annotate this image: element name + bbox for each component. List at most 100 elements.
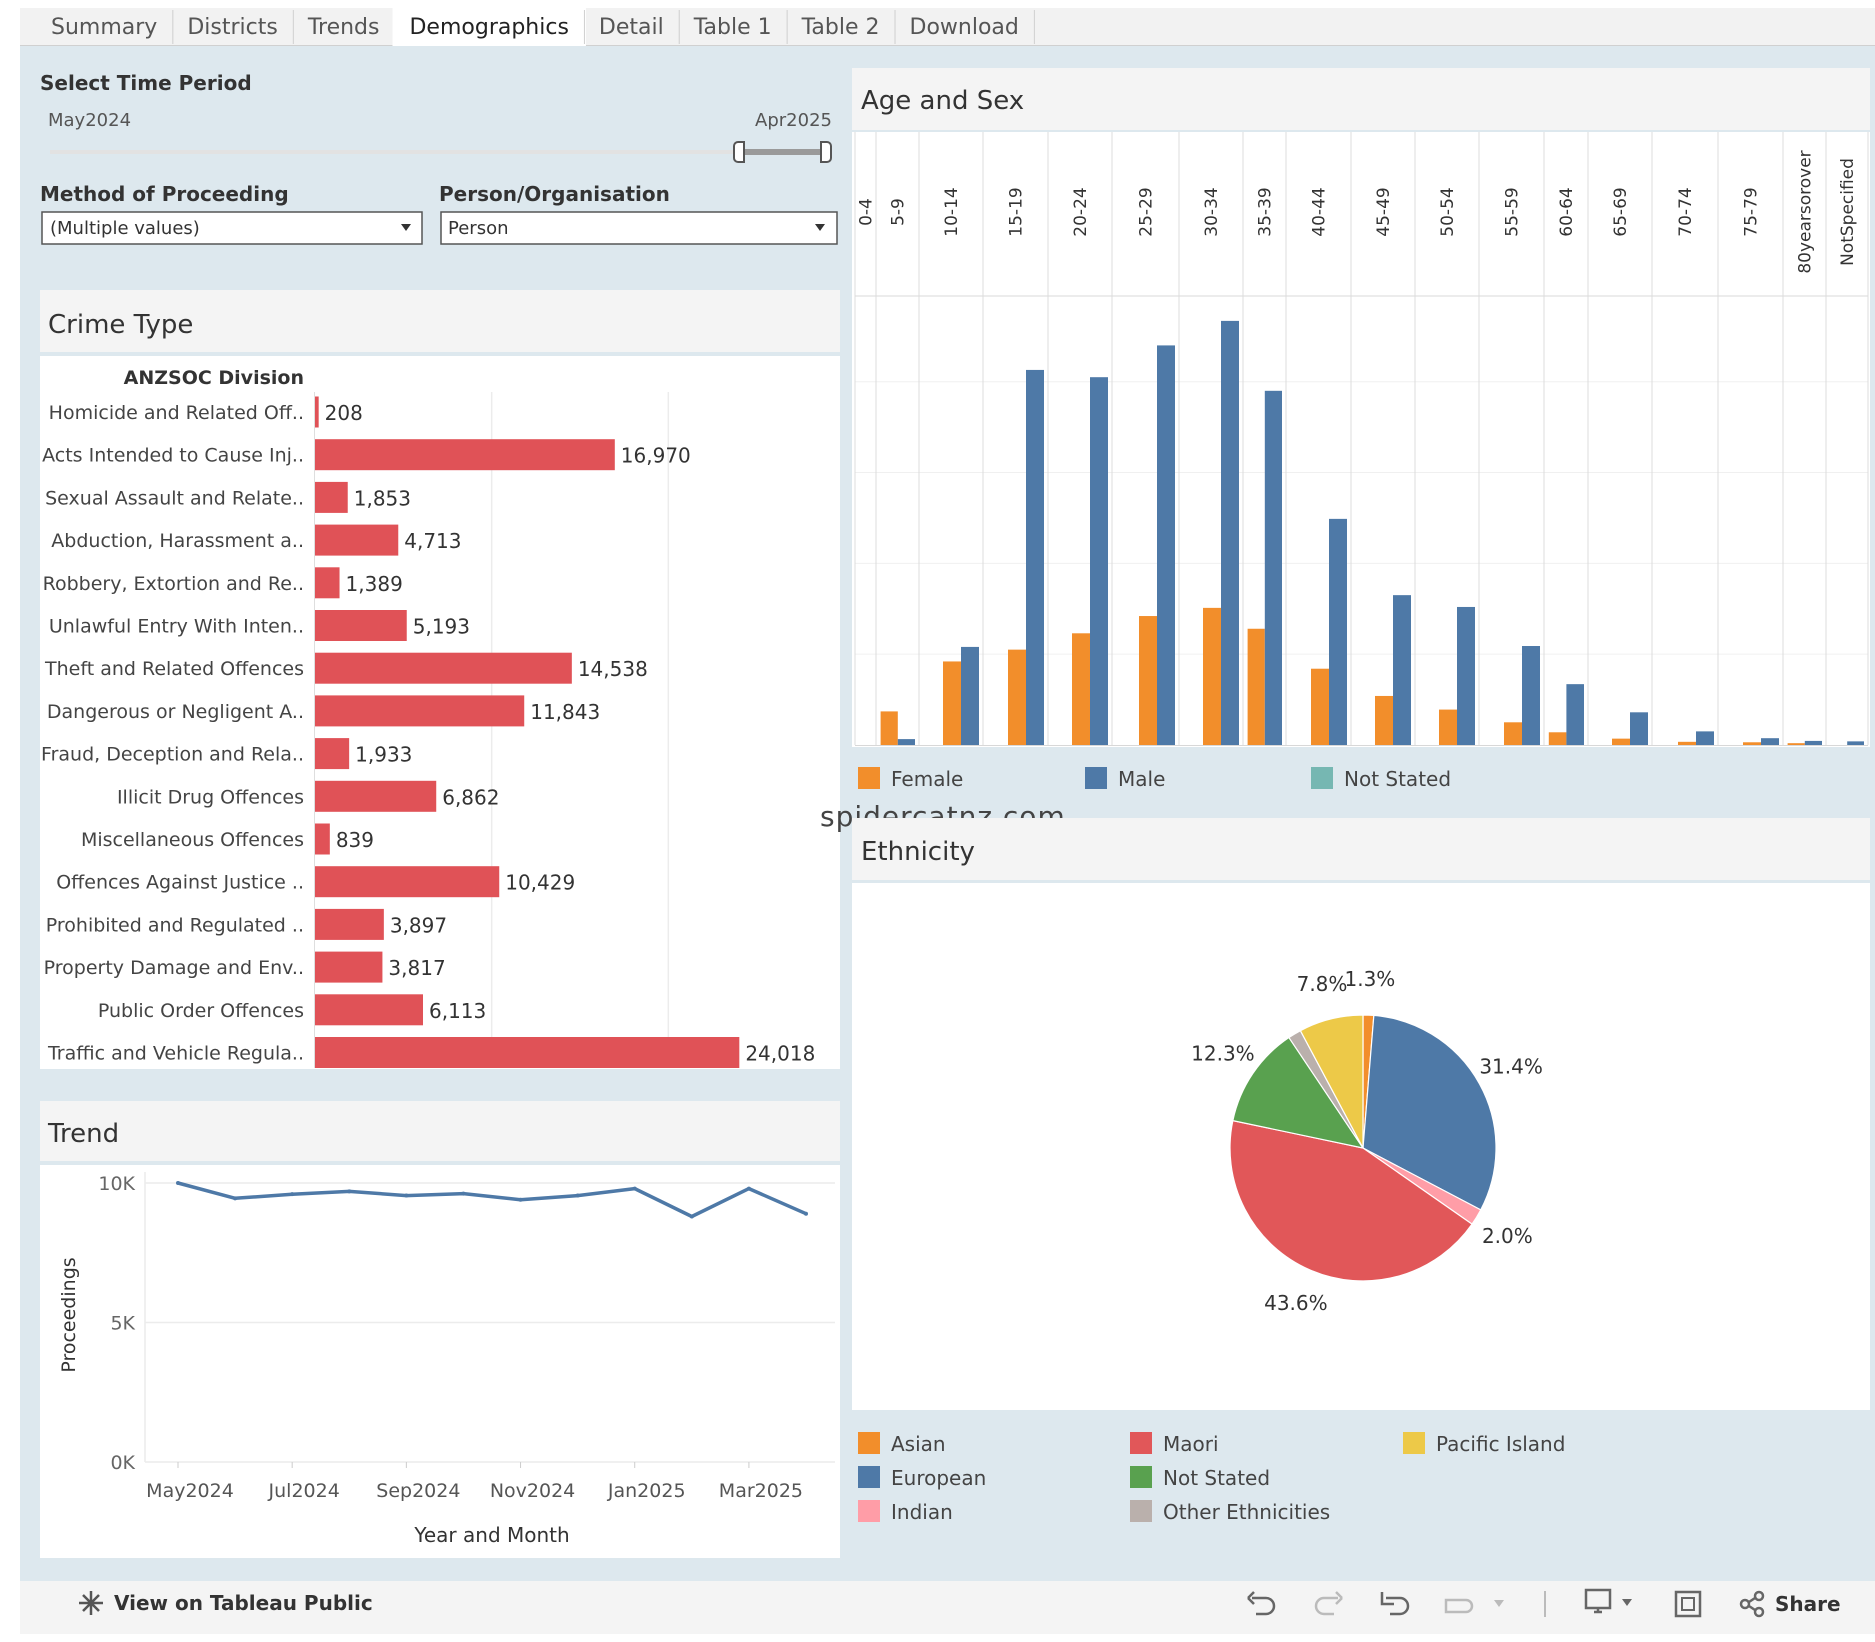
crime-bar[interactable] [315,780,437,812]
age-female-bar[interactable] [1787,743,1805,745]
crime-bar[interactable] [315,567,340,599]
age-male-bar[interactable] [961,646,979,745]
legend-label[interactable]: Asian [891,1432,946,1456]
age-female-bar[interactable] [1375,695,1393,745]
age-male-bar[interactable] [1522,646,1540,745]
crime-bar[interactable] [315,524,399,556]
age-female-bar[interactable] [1612,738,1630,745]
tab-table-1[interactable]: Table 1 [693,15,772,40]
trend-point[interactable] [461,1191,466,1196]
pause-updates-icon[interactable] [1444,1598,1474,1614]
age-female-bar[interactable] [1072,633,1090,745]
tab-districts[interactable]: Districts [187,15,277,40]
trend-point[interactable] [233,1196,238,1201]
trend-point[interactable] [689,1214,694,1219]
trend-series-line[interactable] [177,1181,807,1219]
legend-label[interactable]: European [891,1466,986,1490]
chevron-down-icon[interactable] [401,224,411,231]
tab-detail[interactable]: Detail [599,15,664,40]
tab-trends[interactable]: Trends [307,15,380,40]
legend-label[interactable]: Indian [891,1500,953,1524]
age-male-bar[interactable] [1566,684,1584,745]
age-male-bar[interactable] [1221,320,1239,745]
legend-label[interactable]: Not Stated [1163,1466,1270,1490]
age-male-bar[interactable] [1847,741,1864,745]
trend-point[interactable] [632,1186,637,1191]
crime-bar[interactable] [315,652,572,684]
trend-point[interactable] [290,1192,295,1197]
legend-label[interactable]: Pacific Island [1436,1432,1565,1456]
crime-bar[interactable] [315,1037,740,1068]
pie-slice[interactable] [1299,1014,1364,1149]
pie-slice[interactable] [1232,1036,1365,1149]
crime-bar[interactable] [315,738,350,770]
age-female-bar[interactable] [880,711,898,745]
age-male-bar[interactable] [1329,518,1347,745]
fullscreen-icon[interactable] [1674,1590,1702,1618]
age-female-bar[interactable] [1678,741,1696,745]
crime-bar[interactable] [315,866,500,898]
legend-label[interactable]: Maori [1163,1432,1219,1456]
chevron-down-icon[interactable] [815,224,825,231]
age-female-bar[interactable] [1743,742,1761,745]
tab-download[interactable]: Download [910,15,1019,40]
age-male-bar[interactable] [1393,595,1411,745]
age-male-bar[interactable] [897,739,915,745]
age-male-bar[interactable] [1026,369,1044,745]
age-male-bar[interactable] [1157,345,1175,745]
tab-demographics[interactable]: Demographics [409,15,568,40]
age-female-bar[interactable] [1504,722,1522,745]
trend-point[interactable] [176,1181,180,1185]
revert-icon[interactable] [1380,1592,1410,1616]
trend-point[interactable] [518,1197,523,1202]
crime-bar[interactable] [315,823,330,855]
age-female-bar[interactable] [1203,607,1221,745]
legend-label[interactable]: Not Stated [1344,767,1451,791]
method-dropdown[interactable] [41,211,423,245]
legend-label[interactable]: Male [1118,767,1165,791]
trend-point[interactable] [746,1186,751,1191]
legend-label[interactable]: Other Ethnicities [1163,1500,1330,1524]
age-female-bar[interactable] [1548,732,1567,745]
crime-bar[interactable] [315,695,525,727]
crime-bar[interactable] [315,994,423,1026]
age-female-bar[interactable] [1139,616,1157,745]
chevron-down-icon[interactable] [1494,1600,1504,1607]
crime-bar[interactable] [315,951,383,983]
trend-point[interactable] [804,1211,808,1216]
age-female-bar[interactable] [1439,709,1457,745]
age-male-bar[interactable] [1696,731,1714,745]
age-male-bar[interactable] [1264,390,1282,745]
age-female-bar[interactable] [1311,668,1329,745]
age-female-bar[interactable] [1008,649,1026,745]
tab-summary[interactable]: Summary [51,15,157,40]
crime-bar[interactable] [315,610,407,641]
redo-icon[interactable] [1314,1591,1343,1616]
pie-slice[interactable] [1229,1119,1473,1282]
slider-track[interactable] [50,150,828,154]
person-org-dropdown[interactable] [440,211,838,245]
trend-point[interactable] [404,1193,409,1198]
legend-label[interactable]: Female [891,767,963,791]
trend-point[interactable] [575,1193,580,1198]
tab-table-2[interactable]: Table 2 [801,15,880,40]
crime-bar[interactable] [315,396,319,428]
pie-slice[interactable] [1362,1014,1497,1211]
crime-bar[interactable] [315,908,384,940]
age-female-bar[interactable] [1247,628,1265,745]
age-male-bar[interactable] [1761,738,1779,745]
age-male-bar[interactable] [1457,606,1475,745]
age-male-bar[interactable] [1630,712,1648,745]
crime-bar[interactable] [315,481,348,513]
slider-end-handle[interactable] [820,141,832,163]
device-layout-icon[interactable] [1584,1588,1612,1614]
age-male-bar[interactable] [1090,377,1108,745]
share-button[interactable]: Share [1775,1592,1841,1616]
slider-start-handle[interactable] [733,141,745,163]
age-female-bar[interactable] [943,661,961,745]
share-icon[interactable] [1739,1590,1765,1618]
crime-bar[interactable] [315,439,615,471]
view-on-tableau-link[interactable]: View on Tableau Public [114,1591,373,1615]
trend-point[interactable] [347,1189,352,1194]
chevron-down-icon[interactable] [1622,1599,1632,1606]
